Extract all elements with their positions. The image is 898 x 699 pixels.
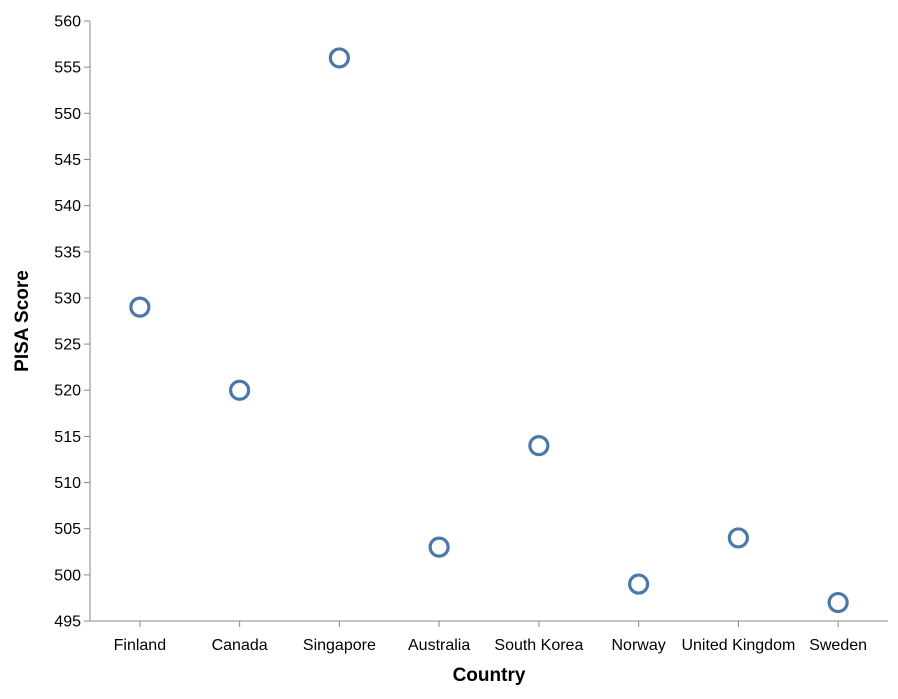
data-points (129, 47, 849, 614)
data-point (129, 296, 151, 318)
y-axis: 495 500 505 510 515 520 525 530 535 540 545 550 555 5… (54, 14, 91, 631)
data-point (727, 527, 749, 549)
x-axis-title: Country (453, 665, 526, 686)
data-point (229, 379, 251, 401)
y-tick-label: 530 (54, 290, 81, 307)
y-tick-label: 560 (54, 14, 81, 31)
y-tick-label: 555 (54, 60, 81, 77)
y-tick-label: 495 (54, 614, 81, 631)
y-axis-title: PISA Score (12, 270, 33, 372)
x-tick-label: United Kingdom (681, 637, 795, 654)
data-point (827, 591, 849, 614)
x-tick-label: Australia (408, 637, 470, 654)
y-tick-label: 515 (54, 429, 81, 446)
y-tick-label: 510 (54, 475, 81, 492)
data-point (628, 573, 650, 595)
x-tick-label: Singapore (303, 637, 376, 654)
y-tick-label: 525 (54, 337, 81, 354)
data-point (328, 47, 350, 69)
y-tick-label: 550 (54, 106, 81, 123)
x-tick-label: Norway (612, 637, 666, 654)
x-tick-label: Finland (114, 637, 166, 654)
x-tick-label: Canada (212, 637, 268, 654)
data-point (528, 435, 550, 457)
y-tick-label: 540 (54, 198, 81, 215)
x-axis: Finland Canada Singapore Australia South Kor… (90, 620, 888, 654)
y-tick-label: 535 (54, 244, 81, 261)
y-tick-label: 500 (54, 567, 81, 584)
data-point (428, 536, 450, 558)
y-tick-label: 505 (54, 521, 81, 538)
x-tick-label: Sweden (809, 637, 867, 654)
y-tick-label: 520 (54, 383, 81, 400)
x-tick-label: South Korea (494, 637, 583, 654)
y-tick-label: 545 (54, 152, 81, 169)
